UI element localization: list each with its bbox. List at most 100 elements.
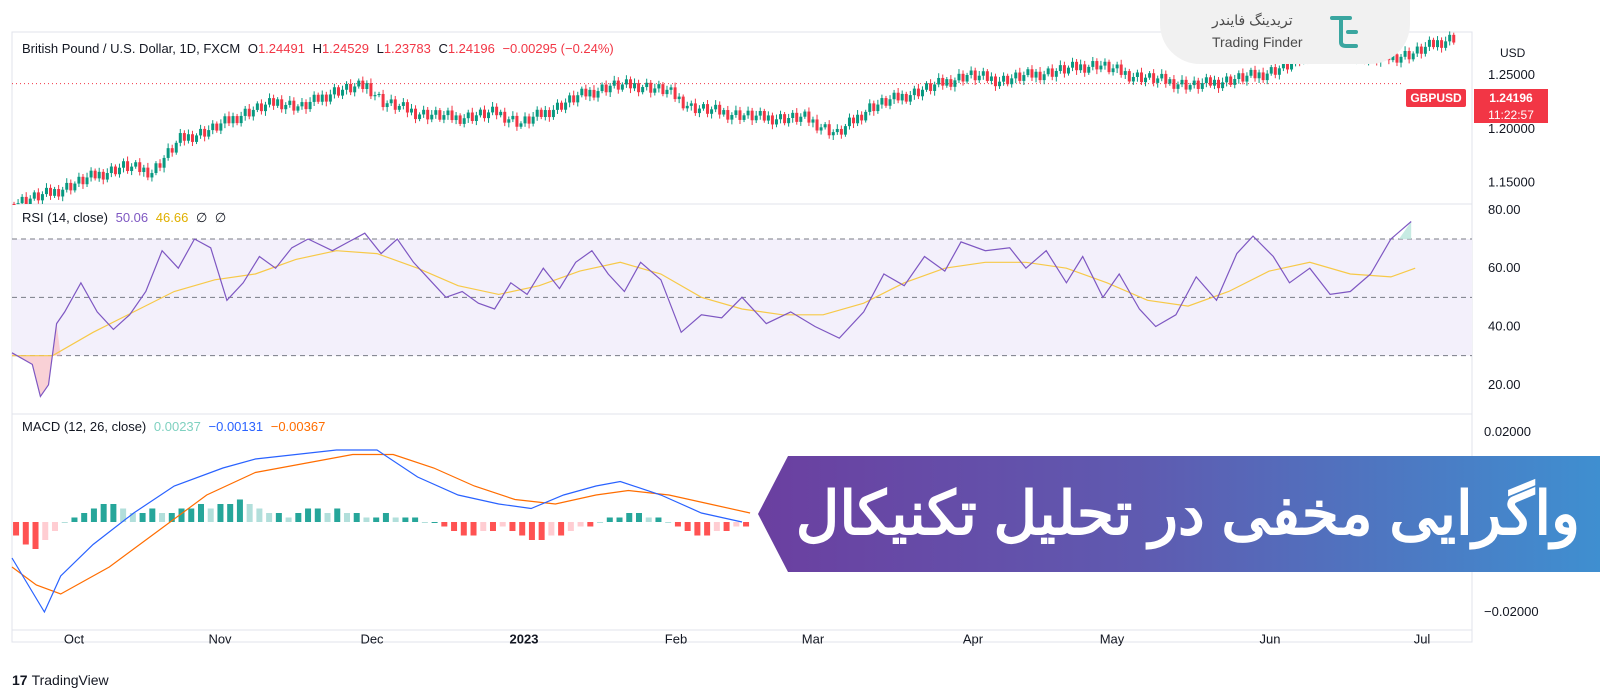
candle-body <box>1192 80 1196 86</box>
candle-body <box>1221 82 1225 89</box>
candle-body <box>706 104 710 114</box>
macd-histogram-bar <box>441 522 448 527</box>
macd-line-value: −0.00131 <box>208 419 264 434</box>
candle-body <box>722 110 726 115</box>
candle-body <box>1444 41 1448 48</box>
candle-body <box>1431 39 1435 48</box>
macd-histogram-bar <box>460 522 467 536</box>
candle-body <box>633 83 637 89</box>
candle-body <box>920 89 924 97</box>
candle-body <box>888 99 892 106</box>
candle-body <box>1411 53 1415 60</box>
candle-body <box>608 85 612 93</box>
candle-body <box>588 89 592 97</box>
ohlc-o-label: O <box>247 41 258 56</box>
candle-body <box>568 95 572 103</box>
candle-body <box>442 115 446 120</box>
macd-histogram-bar <box>509 522 516 531</box>
macd-line <box>11 449 743 614</box>
macd-histogram-bar <box>713 522 720 531</box>
macd-histogram-bar <box>723 522 730 531</box>
candle-body <box>657 84 661 89</box>
candle-body <box>272 98 276 106</box>
candle-body <box>742 115 746 120</box>
macd-histogram-bar <box>616 517 623 522</box>
rsi-tick-label: 40.00 <box>1488 319 1521 334</box>
rsi-legend[interactable]: RSI (14, close) 50.06 46.66 ∅ ∅ <box>22 210 230 226</box>
macd-histogram-bar <box>159 513 166 522</box>
candle-body <box>446 110 450 116</box>
candle-body <box>1184 79 1188 90</box>
candle-body <box>28 198 32 204</box>
candle-body <box>93 170 97 179</box>
macd-histogram-bar <box>558 522 565 536</box>
candle-body <box>219 123 223 131</box>
candle-body <box>616 80 620 90</box>
candle-body <box>843 126 847 135</box>
candle-body <box>1058 65 1062 71</box>
candle-body <box>1200 83 1204 89</box>
candle-body <box>1099 65 1103 70</box>
currency-label[interactable]: USD <box>1500 46 1526 60</box>
candle-body <box>685 105 689 109</box>
macd-histogram-bar <box>743 522 750 527</box>
candle-body <box>369 83 373 97</box>
candle-body <box>16 203 20 205</box>
macd-histogram-bar <box>538 522 545 540</box>
candle-body <box>965 75 969 82</box>
tradingview-logo[interactable]: 17 TradingView <box>12 672 109 688</box>
candle-body <box>985 71 989 81</box>
macd-histogram-bar <box>120 508 127 522</box>
watermark-brand-en: Trading Finder <box>1212 34 1303 50</box>
x-tick-label: 2023 <box>510 632 539 647</box>
candle-body <box>892 92 896 100</box>
candle-body <box>482 109 486 119</box>
candle-body <box>138 162 142 173</box>
candle-body <box>649 82 653 93</box>
candle-body <box>693 103 697 114</box>
candle-body <box>1135 72 1139 77</box>
candle-body <box>1079 64 1083 71</box>
candle-body <box>835 128 839 133</box>
candle-body <box>596 91 600 98</box>
candle-body <box>434 110 438 115</box>
candle-body <box>227 116 231 124</box>
candle-body <box>1050 68 1054 77</box>
macd-title: MACD (12, 26, close) <box>22 419 147 434</box>
macd-histogram-bar <box>626 513 633 522</box>
candle-body <box>580 88 584 96</box>
candle-body <box>507 119 511 123</box>
candle-body <box>1261 72 1265 81</box>
candle-body <box>912 88 916 96</box>
x-tick-label: Oct <box>64 632 85 647</box>
candle-body <box>487 112 491 119</box>
ohlc-l-label: L <box>376 41 384 56</box>
rsi-tick-label: 80.00 <box>1488 202 1521 217</box>
candle-body <box>535 109 539 117</box>
candle-body <box>239 115 243 124</box>
candle-body <box>904 93 908 102</box>
candle-body <box>661 84 665 95</box>
macd-histogram-bar <box>684 522 691 531</box>
candle-body <box>373 95 377 97</box>
candle-body <box>1014 72 1018 79</box>
candle-body <box>807 111 811 123</box>
price-legend[interactable]: British Pound / U.S. Dollar, 1D, FXCM O1… <box>22 41 618 56</box>
macd-signal-line <box>11 453 751 595</box>
candle-body <box>1156 78 1160 83</box>
candle-body <box>1403 50 1407 57</box>
candle-body <box>276 99 280 106</box>
candle-body <box>199 128 203 136</box>
candle-body <box>381 93 385 108</box>
candle-body <box>57 189 61 197</box>
candle-body <box>105 173 109 180</box>
candle-body <box>65 182 69 190</box>
macd-legend[interactable]: MACD (12, 26, close) 0.00237 −0.00131 −0… <box>22 419 329 434</box>
candle-body <box>969 70 973 75</box>
macd-histogram-bar <box>110 504 117 522</box>
rsi-value: 50.06 <box>115 210 149 225</box>
macd-histogram-bar <box>704 522 711 536</box>
candle-body <box>1168 79 1172 84</box>
candle-body <box>397 105 401 110</box>
candle-body <box>669 87 673 90</box>
